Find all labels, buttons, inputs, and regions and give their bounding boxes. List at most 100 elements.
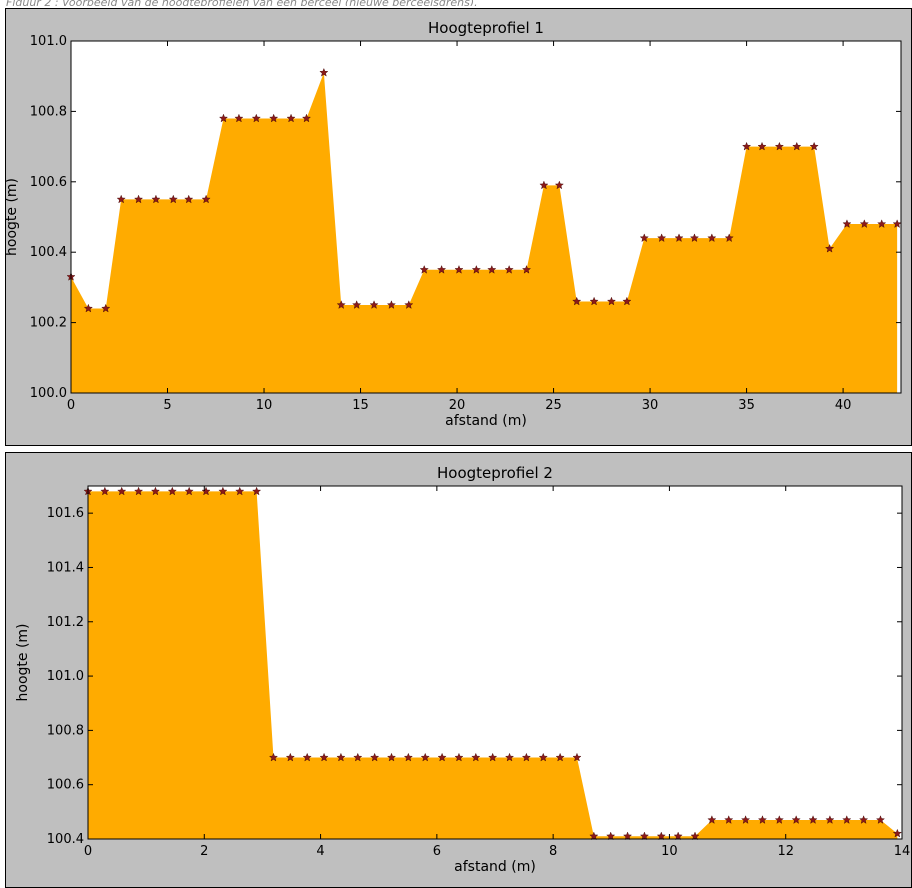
data-point-star	[353, 752, 363, 762]
y-tick-label: 100.0	[30, 386, 67, 401]
data-point-star	[101, 303, 111, 313]
data-point-star	[235, 486, 245, 496]
data-point-star	[639, 831, 649, 841]
y-axis-label: hoogte (m)	[15, 623, 31, 701]
data-point-star	[791, 815, 801, 824]
data-point-star	[420, 752, 430, 762]
x-tick-label: 5	[163, 398, 171, 413]
data-point-star	[352, 300, 362, 309]
data-point-star	[201, 194, 211, 204]
data-point-star	[555, 752, 565, 762]
data-point-star	[606, 831, 616, 841]
data-point-star	[808, 815, 818, 824]
data-point-star	[859, 815, 869, 824]
data-point-star	[336, 752, 346, 762]
data-point-star	[336, 300, 346, 309]
data-point-star	[218, 486, 228, 496]
data-point-star	[623, 831, 633, 841]
x-tick-label: 10	[256, 398, 273, 413]
data-point-star	[707, 233, 717, 242]
data-point-star	[471, 265, 481, 274]
x-tick-label: 35	[738, 398, 755, 413]
figure-hoogteprofiel-1: 0 5 10 15 20 25 30 35 40 100.0 100.2 100.4 100.6 100.…	[5, 8, 912, 446]
y-tick-label: 100.6	[30, 175, 67, 190]
data-point-star	[369, 300, 379, 309]
data-point-star	[150, 486, 160, 496]
x-tick-label: 12	[777, 844, 794, 859]
chart-hoogteprofiel-2: 0 2 4 6 8 10 12 14 100.4 100.6 100.8 101.0 101.2 101.…	[15, 464, 910, 875]
figure-hoogteprofiel-2: 0 2 4 6 8 10 12 14 100.4 100.6 100.8 101.0 101.2 101.…	[5, 452, 912, 888]
data-point-star	[251, 113, 261, 123]
data-point-star	[792, 141, 802, 151]
data-point-star	[892, 828, 902, 838]
data-point-star	[539, 180, 549, 190]
y-tick-label: 100.6	[47, 778, 84, 793]
data-point-star	[286, 113, 296, 123]
area-series-1	[71, 72, 898, 394]
y-tick-label: 101.0	[30, 34, 67, 49]
data-point-star	[218, 113, 229, 123]
data-point-star	[184, 194, 194, 204]
data-point-star	[319, 752, 329, 762]
data-point-star	[471, 752, 481, 762]
data-point-star	[859, 219, 869, 228]
data-point-star	[742, 141, 752, 151]
data-point-star	[134, 194, 144, 204]
data-point-star	[386, 752, 397, 762]
data-point-star	[690, 831, 700, 841]
data-point-star	[505, 752, 515, 762]
data-point-star	[538, 752, 548, 762]
data-point-star	[589, 831, 599, 841]
x-tick-label: 30	[642, 398, 659, 413]
data-point-star	[774, 141, 784, 151]
y-tick-label: 101.4	[47, 560, 84, 575]
data-point-star	[589, 296, 599, 306]
x-tick-label: 0	[67, 398, 75, 413]
y-tick-label: 100.4	[47, 832, 84, 847]
data-point-star	[301, 113, 312, 123]
data-point-star	[606, 296, 616, 306]
data-point-star	[100, 486, 110, 496]
data-point-star	[184, 486, 194, 496]
data-point-star	[842, 815, 852, 824]
data-point-star	[437, 265, 447, 274]
data-point-star	[252, 486, 262, 496]
data-point-star	[892, 219, 902, 228]
data-point-star	[302, 752, 312, 762]
data-point-star	[707, 815, 717, 824]
data-point-star	[673, 831, 683, 841]
x-tick-label: 15	[352, 398, 369, 413]
x-axis-label: afstand (m)	[454, 859, 536, 875]
y-tick-label: 101.6	[47, 506, 84, 521]
data-point-star	[875, 815, 886, 824]
y-tick-label: 101.2	[47, 615, 84, 630]
y-tick-label: 100.2	[30, 316, 67, 331]
x-tick-label: 20	[449, 398, 466, 413]
y-tick-label: 100.8	[30, 104, 67, 119]
data-point-star	[151, 194, 161, 204]
data-point-star	[116, 194, 126, 204]
data-point-star	[268, 752, 278, 762]
data-point-star	[201, 486, 211, 496]
chart-hoogteprofiel-1: 0 5 10 15 20 25 30 35 40 100.0 100.2 100.4 100.6 100.…	[6, 19, 902, 429]
data-point-star	[842, 219, 852, 228]
data-point-star	[404, 300, 414, 309]
data-point-star	[386, 300, 396, 309]
y-tick-label: 100.4	[30, 245, 67, 260]
x-tick-label: 2	[200, 844, 208, 859]
x-tick-label: 10	[661, 844, 678, 859]
data-point-star	[656, 831, 666, 841]
data-point-star	[809, 141, 819, 151]
data-point-star	[134, 486, 144, 496]
data-point-star	[741, 815, 751, 824]
axes-frame	[87, 485, 903, 840]
x-tick-label: 25	[545, 398, 562, 413]
x-tick-label: 8	[549, 844, 557, 859]
x-tick-label: 0	[84, 844, 92, 859]
data-point-star	[639, 233, 649, 242]
data-point-star	[554, 180, 564, 190]
chart-title: Hoogteprofiel 2	[437, 464, 553, 482]
chart-title: Hoogteprofiel 1	[428, 19, 544, 37]
data-point-star	[521, 752, 531, 762]
data-point-star	[403, 752, 413, 762]
